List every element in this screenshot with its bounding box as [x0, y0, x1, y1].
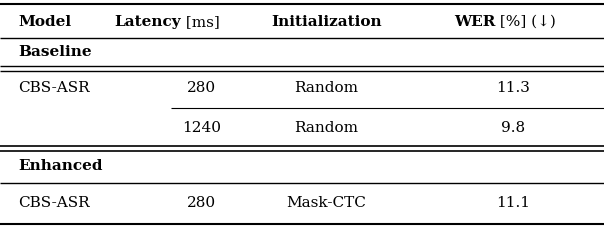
Text: Model: Model — [18, 15, 71, 29]
Text: 9.8: 9.8 — [501, 121, 525, 135]
Text: Enhanced: Enhanced — [18, 159, 103, 173]
Text: WER: WER — [454, 15, 495, 29]
Text: CBS-ASR: CBS-ASR — [18, 196, 90, 210]
Text: Initialization: Initialization — [271, 15, 382, 29]
Text: Random: Random — [294, 121, 358, 135]
Text: 1240: 1240 — [182, 121, 220, 135]
Text: Baseline: Baseline — [18, 45, 92, 59]
Text: 11.1: 11.1 — [496, 196, 530, 210]
Text: 11.3: 11.3 — [496, 81, 530, 95]
Text: Mask-CTC: Mask-CTC — [286, 196, 366, 210]
Text: [ms]: [ms] — [181, 15, 220, 29]
Text: [%] (↓): [%] (↓) — [495, 15, 556, 29]
Text: Latency: Latency — [115, 15, 181, 29]
Text: Random: Random — [294, 81, 358, 95]
Text: 280: 280 — [187, 81, 216, 95]
Text: 280: 280 — [187, 196, 216, 210]
Text: CBS-ASR: CBS-ASR — [18, 81, 90, 95]
